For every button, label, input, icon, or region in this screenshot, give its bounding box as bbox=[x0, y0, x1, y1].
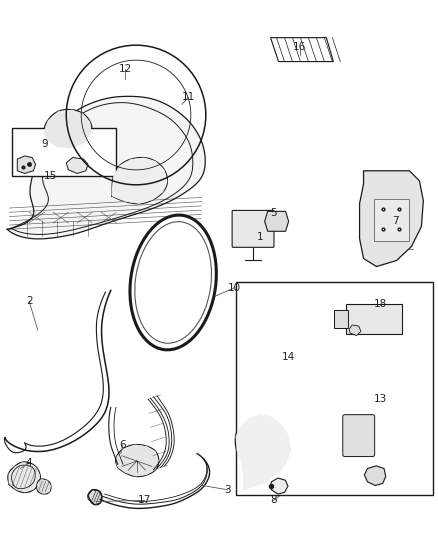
Polygon shape bbox=[364, 466, 386, 486]
Polygon shape bbox=[349, 325, 361, 336]
Text: 8: 8 bbox=[270, 495, 277, 505]
Text: 14: 14 bbox=[282, 352, 296, 362]
Bar bbox=[346, 304, 402, 334]
Text: 9: 9 bbox=[41, 139, 48, 149]
Bar bbox=[12, 128, 117, 176]
Polygon shape bbox=[88, 490, 102, 505]
Text: 7: 7 bbox=[392, 216, 399, 227]
Text: 17: 17 bbox=[138, 495, 152, 505]
Text: 18: 18 bbox=[374, 298, 387, 309]
Text: 6: 6 bbox=[120, 440, 126, 450]
Text: 15: 15 bbox=[44, 171, 57, 181]
FancyBboxPatch shape bbox=[232, 211, 274, 247]
Text: 3: 3 bbox=[224, 485, 231, 495]
Text: 5: 5 bbox=[270, 208, 277, 219]
Polygon shape bbox=[17, 156, 35, 173]
Text: 1: 1 bbox=[257, 232, 264, 243]
Polygon shape bbox=[360, 171, 424, 266]
Polygon shape bbox=[117, 445, 159, 477]
Ellipse shape bbox=[130, 215, 216, 350]
Bar bbox=[237, 282, 433, 495]
Polygon shape bbox=[271, 478, 288, 494]
Text: 12: 12 bbox=[119, 64, 132, 74]
Polygon shape bbox=[236, 414, 291, 490]
Polygon shape bbox=[9, 462, 40, 492]
Text: 2: 2 bbox=[26, 296, 32, 306]
Polygon shape bbox=[66, 158, 88, 173]
FancyBboxPatch shape bbox=[343, 415, 374, 457]
Bar bbox=[334, 310, 348, 328]
Polygon shape bbox=[37, 479, 51, 494]
Polygon shape bbox=[7, 96, 205, 239]
Ellipse shape bbox=[135, 222, 212, 343]
Text: 16: 16 bbox=[293, 43, 307, 52]
Bar bbox=[374, 199, 410, 240]
Polygon shape bbox=[43, 110, 92, 149]
Text: 10: 10 bbox=[228, 283, 241, 293]
Polygon shape bbox=[112, 158, 167, 204]
Text: 13: 13 bbox=[374, 394, 387, 405]
Text: 4: 4 bbox=[26, 458, 32, 468]
Text: 11: 11 bbox=[182, 92, 195, 102]
Polygon shape bbox=[265, 212, 289, 231]
